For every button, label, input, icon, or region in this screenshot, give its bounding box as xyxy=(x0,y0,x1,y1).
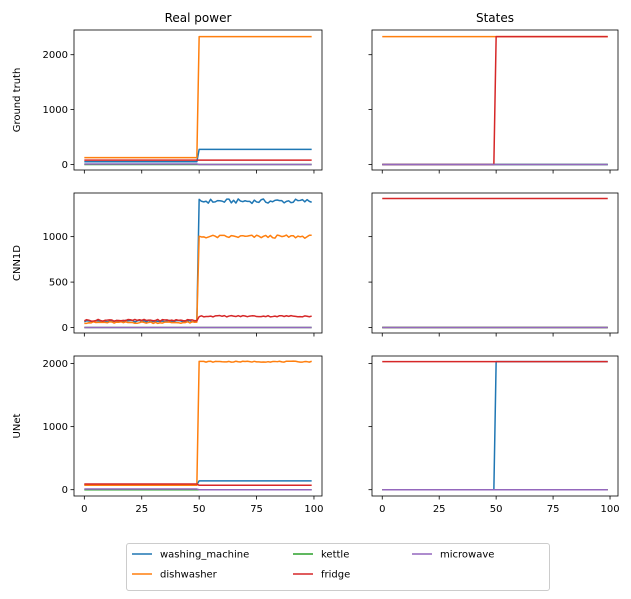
row-label: UNet xyxy=(12,413,23,438)
y-tick-label: 1000 xyxy=(43,105,68,116)
y-tick-label: 0 xyxy=(62,323,68,334)
y-tick-label: 1000 xyxy=(43,232,68,243)
panel-ground-truth-real-power: 0 1000 2000 Real power Ground truth xyxy=(12,11,323,174)
series-line-dishwasher xyxy=(84,360,312,487)
legend-label: dishwasher xyxy=(160,570,218,581)
column-title: Real power xyxy=(165,11,232,25)
axes-frame xyxy=(73,29,323,171)
legend-frame xyxy=(126,543,550,591)
legend-item-dishwasher: dishwasher xyxy=(132,570,218,581)
series-line-dishwasher xyxy=(84,234,312,325)
panel-cnn1d-states xyxy=(368,192,619,337)
series-line-washing_machine xyxy=(84,148,312,163)
x-tick-label: 25 xyxy=(433,504,446,515)
x-tick-label: 50 xyxy=(193,504,206,515)
x-tick-label: 0 xyxy=(379,504,385,515)
y-tick-label: 0 xyxy=(62,160,68,171)
legend: washing_machine dishwasher kettle fridge mic… xyxy=(126,543,550,591)
axes-frame xyxy=(73,192,323,334)
y-tick-label: 1000 xyxy=(43,422,68,433)
legend-label: washing_machine xyxy=(160,550,249,561)
y-tick-label: 0 xyxy=(62,485,68,496)
y-tick-label: 500 xyxy=(49,278,68,289)
x-tick-label: 75 xyxy=(547,504,560,515)
x-tick-label: 75 xyxy=(250,504,263,515)
y-tick-label: 2000 xyxy=(43,359,68,370)
series-line-fridge xyxy=(84,314,312,322)
x-tick-label: 50 xyxy=(490,504,503,515)
row-label: CNN1D xyxy=(12,245,23,281)
axes-frame xyxy=(371,192,619,334)
column-title: States xyxy=(476,11,514,25)
x-tick-label: 0 xyxy=(81,504,87,515)
axes-frame xyxy=(371,355,619,497)
axes-frame xyxy=(371,29,619,171)
legend-item-kettle: kettle xyxy=(293,550,349,561)
series-line-microwave xyxy=(84,163,312,166)
x-tick-label: 25 xyxy=(135,504,148,515)
legend-item-fridge: fridge xyxy=(293,570,350,581)
legend-label: microwave xyxy=(440,550,494,561)
legend-item-microwave: microwave xyxy=(412,550,494,561)
x-tick-label: 100 xyxy=(600,504,619,515)
panel-cnn1d-real-power: 0 500 1000 CNN1D xyxy=(12,192,323,337)
legend-label: fridge xyxy=(321,570,350,581)
panel-unet-states: 0 25 50 75 100 xyxy=(368,355,620,515)
panel-ground-truth-states: States xyxy=(368,11,619,174)
y-tick-label: 2000 xyxy=(43,50,68,61)
x-tick-label: 100 xyxy=(304,504,323,515)
axes-frame xyxy=(73,355,323,497)
series-line-washing_machine xyxy=(382,360,608,491)
legend-label: kettle xyxy=(321,550,349,561)
row-label: Ground truth xyxy=(12,68,23,133)
series-line-dishwasher xyxy=(84,35,312,159)
series-line-fridge xyxy=(84,483,312,487)
series-line-fridge xyxy=(382,35,608,166)
legend-item-washing_machine: washing_machine xyxy=(132,550,249,561)
series-line-microwave xyxy=(84,488,312,491)
